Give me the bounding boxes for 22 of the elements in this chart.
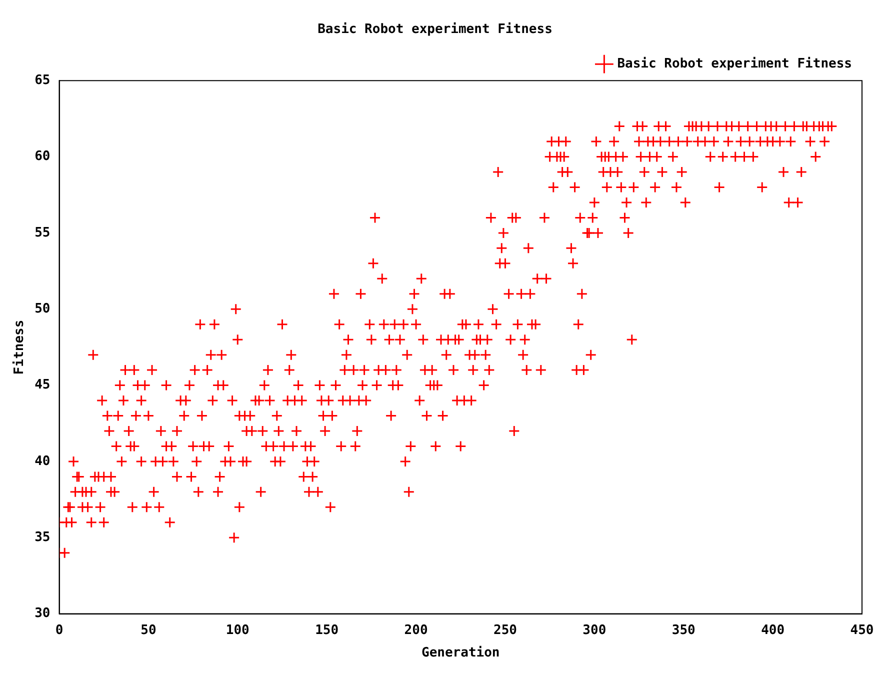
x-tick-label: 100 xyxy=(226,622,250,638)
x-tick-label: 150 xyxy=(315,622,339,638)
y-tick-label: 50 xyxy=(34,301,50,316)
x-tick-label: 50 xyxy=(140,622,156,638)
y-tick-label: 30 xyxy=(34,606,50,622)
x-tick-label: 400 xyxy=(761,622,785,638)
legend-label: Basic Robot experiment Fitness xyxy=(617,56,852,72)
y-tick-label: 40 xyxy=(34,454,50,469)
y-tick-label: 65 xyxy=(34,72,50,88)
x-tick-label: 200 xyxy=(404,622,428,638)
x-tick-label: 350 xyxy=(672,622,696,638)
chart-title: Basic Robot experiment Fitness xyxy=(318,22,552,38)
x-tick-label: 450 xyxy=(850,622,874,638)
y-tick-label: 55 xyxy=(34,225,50,240)
x-tick-label: 300 xyxy=(582,622,606,638)
x-axis-title: Generation xyxy=(421,646,500,661)
x-tick-label: 250 xyxy=(493,622,518,638)
y-tick-label: 60 xyxy=(34,149,50,164)
y-tick-label: 35 xyxy=(34,530,50,546)
y-axis-title: Fitness xyxy=(12,320,28,375)
x-tick-label: 0 xyxy=(55,622,64,638)
y-tick-label: 45 xyxy=(34,378,50,393)
